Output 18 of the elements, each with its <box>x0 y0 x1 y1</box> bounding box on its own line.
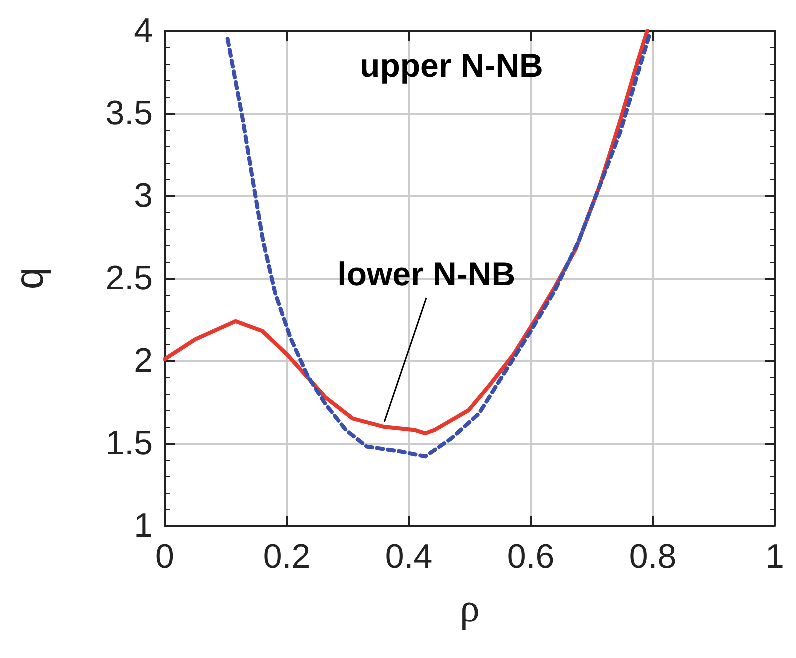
x-tick-label: 0.4 <box>385 538 433 576</box>
annotation: lower N-NB <box>338 256 516 293</box>
x-axis-title: ρ <box>460 586 480 630</box>
y-tick-label: 3.5 <box>106 94 153 132</box>
y-tick-label: 1.5 <box>106 424 153 462</box>
x-tick-label: 0 <box>156 538 174 576</box>
line-series <box>226 32 652 459</box>
y-tick-label: 2 <box>134 342 153 380</box>
x-tick-label: 0.6 <box>507 538 555 576</box>
y-tick-label: 4 <box>134 12 153 50</box>
x-tick-label: 0.2 <box>263 538 311 576</box>
x-tick-label: 1 <box>766 538 784 576</box>
y-axis-title: q <box>8 267 52 290</box>
y-tick-label: 1 <box>134 507 153 545</box>
y-tick-label: 2.5 <box>106 260 153 298</box>
x-tick-label: 0.8 <box>629 538 677 576</box>
y-tick-label: 3 <box>134 177 153 215</box>
annotation: upper N-NB <box>360 47 544 84</box>
